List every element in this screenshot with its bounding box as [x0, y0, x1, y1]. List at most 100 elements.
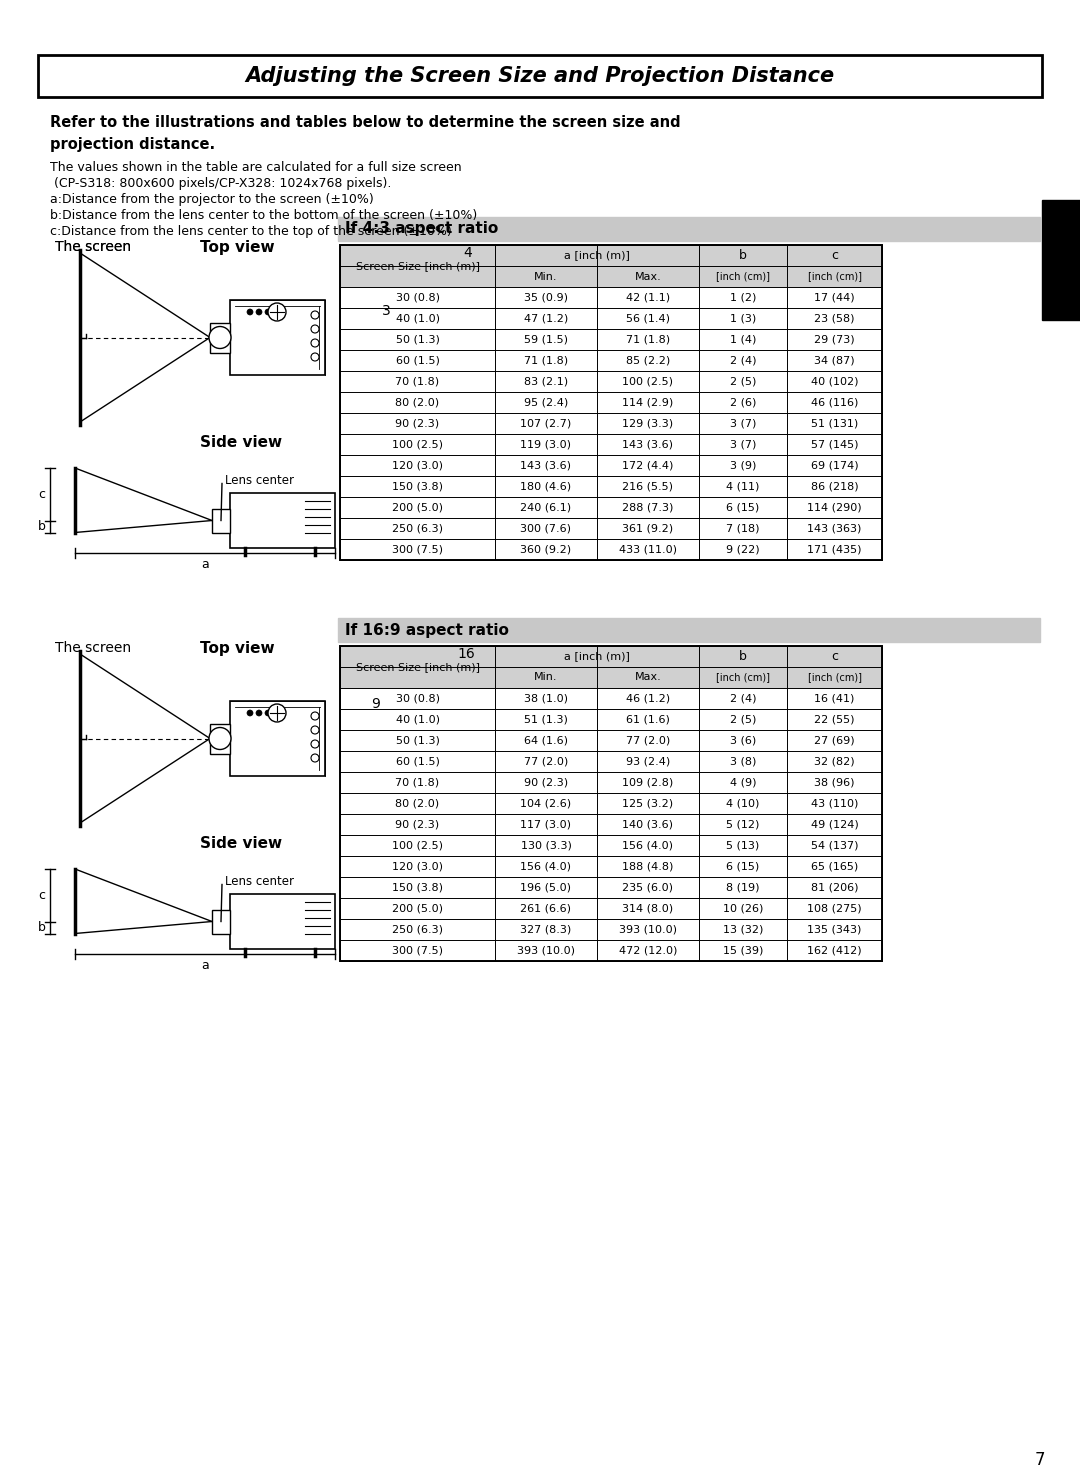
- Text: a [inch (m)]: a [inch (m)]: [564, 251, 630, 261]
- Text: 140 (3.6): 140 (3.6): [622, 819, 674, 830]
- Circle shape: [311, 338, 319, 347]
- Text: 1 (3): 1 (3): [730, 313, 756, 324]
- Text: a [inch (m)]: a [inch (m)]: [564, 651, 630, 662]
- Bar: [340, 245, 882, 559]
- Text: 216 (5.5): 216 (5.5): [622, 481, 674, 491]
- Bar: [340, 518, 882, 539]
- Bar: [38, 55, 1042, 96]
- Text: The screen: The screen: [55, 641, 131, 654]
- Text: 250 (6.3): 250 (6.3): [392, 524, 443, 534]
- Text: 90 (2.3): 90 (2.3): [395, 418, 440, 429]
- Bar: [340, 413, 882, 433]
- Text: b: b: [739, 249, 747, 263]
- Text: 120 (3.0): 120 (3.0): [392, 460, 443, 470]
- Text: 156 (4.0): 156 (4.0): [622, 840, 674, 850]
- Text: 10 (26): 10 (26): [723, 904, 764, 914]
- Text: 7 (18): 7 (18): [726, 524, 759, 534]
- Text: b: b: [38, 922, 46, 933]
- Text: [inch (cm)]: [inch (cm)]: [808, 672, 862, 683]
- Bar: [230, 893, 335, 948]
- Bar: [340, 350, 882, 371]
- Text: 240 (6.1): 240 (6.1): [521, 503, 571, 512]
- Text: 40 (102): 40 (102): [811, 377, 859, 386]
- Text: 77 (2.0): 77 (2.0): [524, 757, 568, 767]
- Text: 433 (11.0): 433 (11.0): [619, 545, 677, 555]
- Bar: [340, 709, 882, 730]
- Text: b: b: [739, 650, 747, 663]
- Circle shape: [265, 309, 271, 315]
- Circle shape: [247, 709, 253, 715]
- Bar: [340, 476, 882, 497]
- Text: 9 (22): 9 (22): [726, 545, 760, 555]
- Bar: [340, 392, 882, 413]
- Text: projection distance.: projection distance.: [50, 137, 215, 151]
- Text: 3 (7): 3 (7): [730, 418, 756, 429]
- Text: Min.: Min.: [535, 272, 557, 282]
- Text: 93 (2.4): 93 (2.4): [626, 757, 670, 767]
- Text: Top view: Top view: [200, 641, 274, 656]
- Text: 49 (124): 49 (124): [811, 819, 859, 830]
- Text: 15 (39): 15 (39): [723, 945, 764, 956]
- Text: 172 (4.4): 172 (4.4): [622, 460, 674, 470]
- Text: 27 (69): 27 (69): [814, 736, 854, 745]
- Text: 65 (165): 65 (165): [811, 862, 859, 871]
- Text: 120 (3.0): 120 (3.0): [392, 862, 443, 871]
- Text: 4 (10): 4 (10): [727, 798, 759, 809]
- Bar: [338, 617, 1040, 643]
- Text: 3 (7): 3 (7): [730, 439, 756, 450]
- Text: 29 (73): 29 (73): [814, 334, 854, 344]
- Circle shape: [311, 353, 319, 361]
- Text: 150 (3.8): 150 (3.8): [392, 883, 443, 892]
- Bar: [338, 217, 1040, 240]
- Text: 85 (2.2): 85 (2.2): [626, 356, 670, 365]
- Circle shape: [311, 741, 319, 748]
- Text: a: a: [201, 959, 208, 972]
- Text: 3 (8): 3 (8): [730, 757, 756, 767]
- Bar: [340, 266, 882, 286]
- Text: 34 (87): 34 (87): [814, 356, 854, 365]
- Text: 143 (3.6): 143 (3.6): [622, 439, 674, 450]
- Text: 4: 4: [463, 246, 472, 260]
- Text: 393 (10.0): 393 (10.0): [517, 945, 575, 956]
- Text: Adjusting the Screen Size and Projection Distance: Adjusting the Screen Size and Projection…: [245, 65, 835, 86]
- Text: 60 (1.5): 60 (1.5): [395, 757, 440, 767]
- Text: 54 (137): 54 (137): [811, 840, 859, 850]
- Text: Top view: Top view: [200, 240, 274, 255]
- Text: 51 (1.3): 51 (1.3): [524, 714, 568, 724]
- Text: The values shown in the table are calculated for a full size screen: The values shown in the table are calcul…: [50, 160, 461, 174]
- Text: Max.: Max.: [635, 672, 661, 683]
- Text: 61 (1.6): 61 (1.6): [626, 714, 670, 724]
- Text: 2 (5): 2 (5): [730, 714, 756, 724]
- Text: 3: 3: [381, 304, 390, 318]
- Bar: [340, 309, 882, 329]
- Text: 13 (32): 13 (32): [723, 925, 764, 935]
- Text: The screen: The screen: [55, 240, 131, 254]
- Text: 130 (3.3): 130 (3.3): [521, 840, 571, 850]
- Text: 69 (174): 69 (174): [811, 460, 859, 470]
- Bar: [340, 730, 882, 751]
- Text: 107 (2.7): 107 (2.7): [521, 418, 571, 429]
- Text: Lens center: Lens center: [225, 876, 294, 887]
- Text: 7: 7: [1035, 1451, 1045, 1469]
- Text: [inch (cm)]: [inch (cm)]: [808, 272, 862, 282]
- Text: 109 (2.8): 109 (2.8): [622, 778, 674, 788]
- Text: 108 (275): 108 (275): [807, 904, 862, 914]
- Circle shape: [311, 726, 319, 735]
- Text: If 4:3 aspect ratio: If 4:3 aspect ratio: [345, 221, 498, 236]
- Text: 64 (1.6): 64 (1.6): [524, 736, 568, 745]
- Bar: [340, 456, 882, 476]
- Text: 2 (4): 2 (4): [730, 693, 756, 703]
- Text: 2 (6): 2 (6): [730, 398, 756, 408]
- Bar: [340, 539, 882, 559]
- Circle shape: [210, 727, 231, 749]
- Text: 56 (1.4): 56 (1.4): [626, 313, 670, 324]
- Text: 95 (2.4): 95 (2.4): [524, 398, 568, 408]
- Circle shape: [268, 703, 286, 723]
- Text: 300 (7.6): 300 (7.6): [521, 524, 571, 534]
- Bar: [390, 660, 542, 746]
- Circle shape: [247, 309, 253, 315]
- Text: b:Distance from the lens center to the bottom of the screen (±10%): b:Distance from the lens center to the b…: [50, 209, 477, 223]
- Bar: [230, 493, 335, 548]
- Text: 162 (412): 162 (412): [807, 945, 862, 956]
- Text: 6 (15): 6 (15): [727, 862, 759, 871]
